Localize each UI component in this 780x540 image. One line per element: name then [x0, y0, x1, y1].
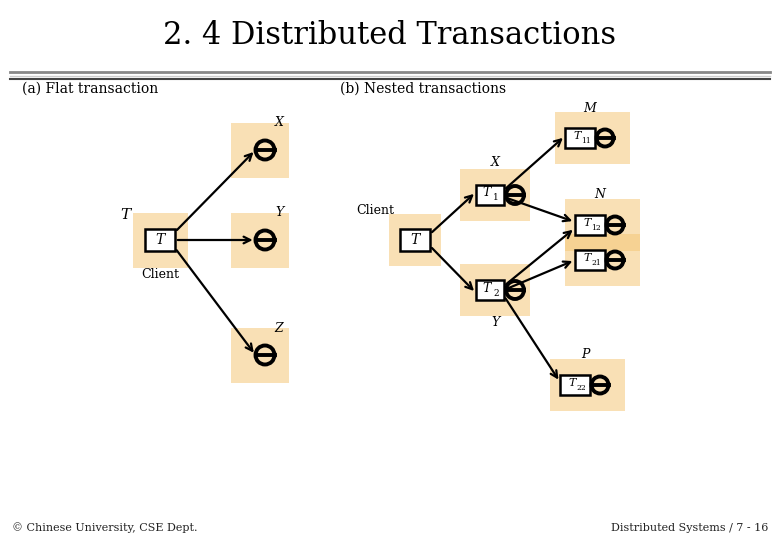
Text: 2. 4 Distributed Transactions: 2. 4 Distributed Transactions: [164, 19, 616, 51]
Text: (a) Flat transaction: (a) Flat transaction: [22, 82, 158, 96]
FancyBboxPatch shape: [231, 327, 289, 382]
Text: Client: Client: [141, 268, 179, 281]
FancyBboxPatch shape: [476, 280, 504, 300]
Text: 2: 2: [493, 288, 499, 298]
Text: Distributed Systems / 7 - 16: Distributed Systems / 7 - 16: [611, 523, 768, 533]
FancyBboxPatch shape: [145, 229, 175, 251]
Text: Y: Y: [491, 315, 499, 328]
Text: 11: 11: [581, 137, 591, 145]
FancyBboxPatch shape: [231, 123, 289, 178]
FancyBboxPatch shape: [460, 169, 530, 221]
Text: T: T: [569, 378, 576, 388]
FancyBboxPatch shape: [565, 234, 640, 286]
FancyBboxPatch shape: [460, 264, 530, 316]
FancyBboxPatch shape: [400, 229, 430, 251]
Text: © Chinese University, CSE Dept.: © Chinese University, CSE Dept.: [12, 523, 197, 534]
Text: T: T: [573, 131, 580, 141]
FancyBboxPatch shape: [550, 359, 625, 411]
Text: T: T: [410, 233, 420, 247]
FancyBboxPatch shape: [476, 185, 504, 205]
Text: M: M: [583, 102, 597, 114]
FancyBboxPatch shape: [555, 112, 630, 164]
FancyBboxPatch shape: [231, 213, 289, 267]
Text: T: T: [583, 253, 590, 263]
Text: 21: 21: [591, 259, 601, 267]
Text: Z: Z: [275, 321, 283, 334]
Text: T: T: [583, 218, 590, 228]
Text: T: T: [483, 281, 491, 294]
Text: 22: 22: [576, 384, 586, 392]
Text: 12: 12: [591, 224, 601, 232]
FancyBboxPatch shape: [389, 214, 441, 266]
Text: X: X: [275, 117, 283, 130]
Text: T: T: [483, 186, 491, 199]
Text: T: T: [155, 233, 165, 247]
Text: Client: Client: [356, 204, 394, 217]
FancyBboxPatch shape: [133, 213, 187, 267]
Text: (b) Nested transactions: (b) Nested transactions: [340, 82, 506, 96]
Text: T: T: [120, 208, 130, 222]
Text: P: P: [581, 348, 589, 361]
Text: Y: Y: [275, 206, 283, 219]
FancyBboxPatch shape: [575, 215, 605, 235]
Text: 1: 1: [493, 193, 499, 202]
Text: N: N: [594, 188, 605, 201]
FancyBboxPatch shape: [565, 128, 595, 148]
Text: X: X: [491, 157, 499, 170]
FancyBboxPatch shape: [560, 375, 590, 395]
FancyBboxPatch shape: [575, 250, 605, 270]
FancyBboxPatch shape: [565, 199, 640, 251]
